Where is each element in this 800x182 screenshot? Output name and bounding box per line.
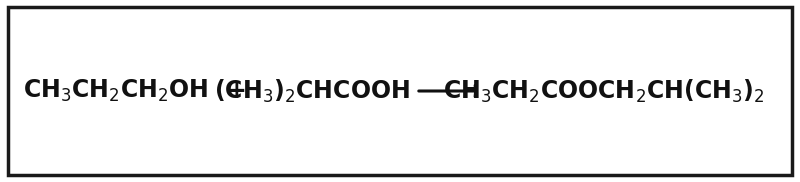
Text: CH$_3$CH$_2$COOCH$_2$CH(CH$_3$)$_2$: CH$_3$CH$_2$COOCH$_2$CH(CH$_3$)$_2$ (443, 77, 765, 105)
Text: +: + (226, 79, 246, 103)
Text: CH$_3$CH$_2$CH$_2$OH: CH$_3$CH$_2$CH$_2$OH (23, 78, 209, 104)
Text: (CH$_3$)$_2$CHCOOH: (CH$_3$)$_2$CHCOOH (214, 77, 410, 105)
